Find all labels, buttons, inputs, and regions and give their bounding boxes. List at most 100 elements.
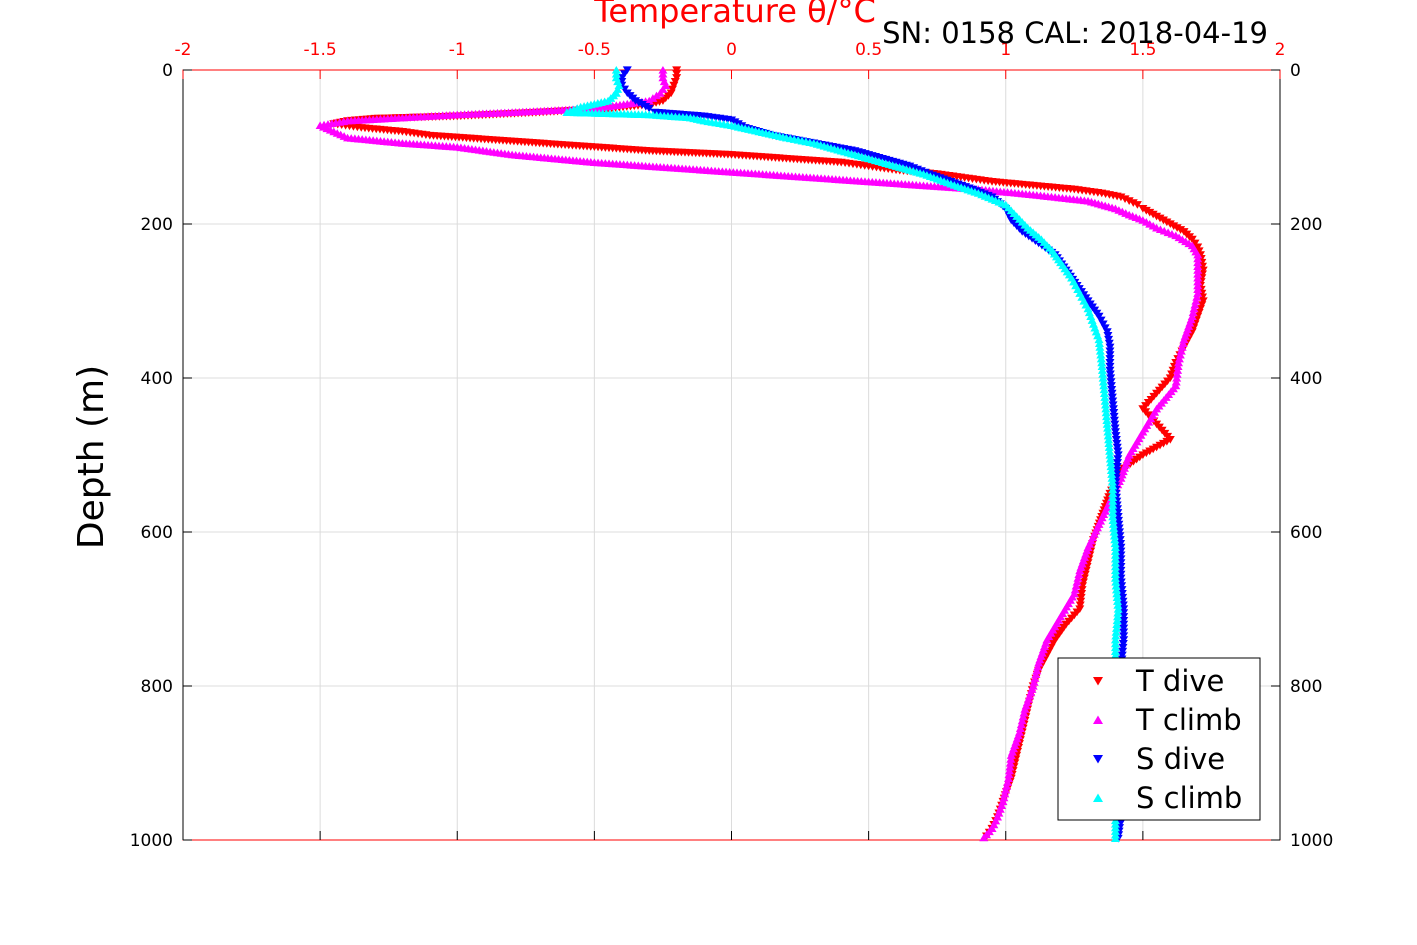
- data-point: [1110, 562, 1120, 571]
- data-point: [1104, 335, 1114, 344]
- data-point: [1171, 377, 1181, 386]
- data-point: [1113, 447, 1123, 456]
- data-point: [669, 81, 679, 90]
- data-point: [1030, 674, 1040, 682]
- data-point: [1105, 366, 1115, 375]
- data-point: [1193, 266, 1203, 274]
- data-point: [1019, 708, 1029, 717]
- data-point: [1152, 443, 1162, 452]
- data-point: [1110, 643, 1120, 652]
- data-point: [1110, 424, 1120, 433]
- data-point: [1176, 347, 1186, 355]
- data-point: [1193, 254, 1203, 263]
- data-point: [1124, 197, 1134, 205]
- data-point: [1076, 593, 1086, 602]
- data-point: [1119, 628, 1129, 637]
- data-point: [1071, 581, 1081, 590]
- data-point: [1108, 405, 1118, 413]
- data-point: [1109, 409, 1119, 417]
- data-point: [1108, 512, 1118, 521]
- data-point: [1070, 585, 1080, 594]
- data-point: [1034, 658, 1044, 667]
- data-point: [1112, 462, 1122, 471]
- data-point: [1110, 558, 1120, 567]
- data-point: [620, 70, 630, 78]
- data-point: [1112, 620, 1122, 628]
- x-tick-label: 0.5: [855, 40, 882, 60]
- data-point: [1113, 608, 1123, 617]
- data-point: [1095, 343, 1105, 351]
- data-point: [1102, 412, 1112, 421]
- data-point: [1103, 431, 1113, 440]
- data-point: [611, 69, 621, 78]
- data-point: [1101, 408, 1111, 417]
- data-point: [1193, 243, 1203, 252]
- data-point: [1097, 358, 1107, 367]
- data-point: [1074, 570, 1084, 578]
- data-point: [1099, 389, 1109, 397]
- data-point: [1193, 270, 1203, 278]
- chart-title: Temperature θ/°C: [593, 0, 876, 30]
- data-point: [1107, 385, 1117, 394]
- data-point: [1111, 432, 1121, 440]
- data-point: [1172, 373, 1182, 382]
- data-point: [1191, 296, 1201, 305]
- data-point: [1119, 624, 1129, 633]
- data-point: [1103, 332, 1113, 340]
- data-point: [1020, 705, 1030, 713]
- data-point: [1006, 755, 1016, 763]
- data-point: [1077, 590, 1087, 598]
- data-point: [1111, 578, 1121, 586]
- y-tick-label-right: 200: [1290, 215, 1322, 235]
- legend-marker: [1093, 677, 1103, 686]
- data-point: [1190, 300, 1200, 309]
- y-tick-label-right: 400: [1290, 369, 1322, 389]
- legend-label: T dive: [1135, 664, 1224, 698]
- data-point: [1104, 339, 1114, 348]
- data-point: [1110, 551, 1120, 559]
- data-point: [1193, 277, 1203, 286]
- y-tick-label-left: 200: [141, 215, 173, 235]
- data-point: [1005, 762, 1015, 771]
- x-tick-label: 2: [1275, 40, 1286, 60]
- data-point: [1193, 250, 1203, 259]
- data-point: [1075, 601, 1085, 610]
- data-point: [1105, 450, 1115, 459]
- data-point: [1110, 539, 1120, 548]
- data-point: [1096, 350, 1106, 359]
- data-point: [1077, 586, 1087, 594]
- y-tick-label-left: 400: [141, 369, 173, 389]
- data-point: [1198, 297, 1208, 306]
- data-point: [1111, 585, 1121, 594]
- data-point: [1167, 370, 1177, 379]
- data-point: [1192, 293, 1202, 301]
- y-tick-label-right: 800: [1290, 677, 1322, 697]
- legend-label: T climb: [1135, 703, 1242, 737]
- chart-subtitle: SN: 0158 CAL: 2018-04-19: [882, 16, 1268, 50]
- series-t-climb: [315, 65, 1203, 842]
- data-point: [1108, 397, 1118, 406]
- data-point: [1193, 273, 1203, 282]
- y-tick-label-left: 0: [162, 61, 173, 81]
- x-tick-label: 0: [726, 40, 737, 60]
- data-point: [1193, 289, 1203, 297]
- data-point: [1097, 366, 1107, 374]
- data-point: [1193, 285, 1203, 294]
- data-point: [1005, 758, 1015, 767]
- data-point: [1104, 435, 1114, 444]
- data-point: [1105, 343, 1115, 352]
- data-point: [1155, 441, 1165, 450]
- data-point: [644, 104, 654, 113]
- data-point: [1050, 636, 1060, 644]
- data-point: [1105, 370, 1115, 379]
- data-point: [1194, 247, 1204, 255]
- data-point: [1102, 328, 1112, 336]
- data-point: [1172, 370, 1182, 378]
- data-point: [1108, 481, 1118, 490]
- data-point: [1095, 347, 1105, 355]
- data-point: [658, 69, 668, 78]
- data-point: [1000, 789, 1010, 798]
- data-point: [1174, 358, 1184, 367]
- data-point: [1158, 216, 1168, 225]
